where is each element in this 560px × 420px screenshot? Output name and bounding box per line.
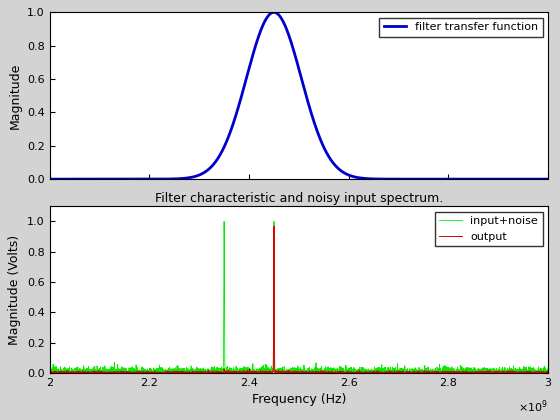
output — [545, 370, 552, 375]
input+noise — [133, 367, 139, 372]
Title: Filter characteristic and noisy input spectrum.: Filter characteristic and noisy input sp… — [155, 192, 443, 205]
output — [535, 369, 542, 374]
input+noise — [46, 370, 53, 375]
input+noise — [535, 364, 542, 369]
Line: output: output — [49, 226, 548, 373]
input+noise — [103, 368, 110, 373]
input+noise — [370, 370, 377, 375]
Line: input+noise: input+noise — [49, 221, 548, 373]
X-axis label: Frequency (Hz): Frequency (Hz) — [251, 394, 346, 407]
input+noise — [545, 365, 552, 370]
Legend: input+noise, output: input+noise, output — [435, 212, 543, 246]
output — [270, 223, 277, 228]
output — [482, 370, 488, 375]
output — [482, 370, 489, 375]
Y-axis label: Magnitude (Volts): Magnitude (Volts) — [8, 234, 21, 345]
Y-axis label: Magnitude: Magnitude — [8, 63, 21, 129]
input+noise — [259, 370, 266, 375]
output — [133, 370, 139, 375]
input+noise — [482, 367, 488, 372]
output — [237, 370, 244, 375]
output — [259, 370, 265, 375]
Text: $\times10^9$: $\times10^9$ — [518, 398, 548, 415]
output — [46, 370, 53, 375]
output — [103, 370, 110, 375]
input+noise — [221, 219, 227, 224]
input+noise — [237, 369, 244, 374]
Legend: filter transfer function: filter transfer function — [380, 18, 543, 37]
